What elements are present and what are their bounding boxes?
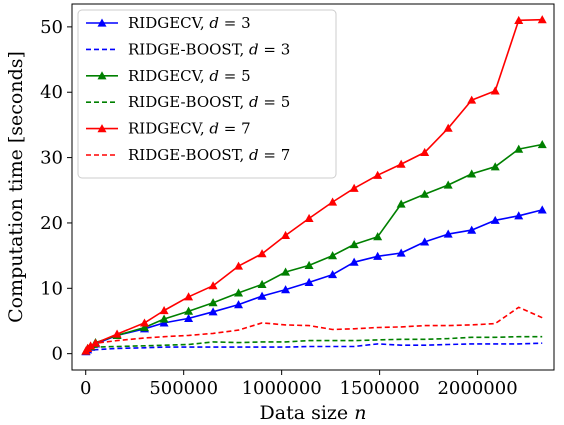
- data-point: [537, 140, 547, 149]
- legend-label: RIDGE-BOOST, d = 5: [128, 93, 290, 111]
- data-point: [304, 277, 314, 287]
- data-point: [112, 329, 122, 338]
- data-point: [208, 307, 218, 316]
- data-point: [490, 162, 500, 171]
- data-point: [208, 298, 218, 307]
- ticks-layer: 0 500000 1000000 1500000 2000000 0 10 20 30 40 50: [40, 17, 518, 399]
- data-point: [234, 288, 244, 297]
- x-tick-label: 1500000: [340, 378, 420, 399]
- legend-entry-5: RIDGE-BOOST, d = 7: [86, 146, 290, 164]
- data-point: [396, 159, 406, 168]
- data-point: [420, 189, 430, 198]
- y-tick-label: 10: [40, 278, 63, 299]
- series-1: [85, 342, 543, 354]
- legend-entry-2: RIDGECV, d = 5: [86, 67, 251, 85]
- legend-marker: [97, 124, 107, 133]
- data-point: [328, 270, 338, 279]
- series-line-3: [85, 335, 543, 353]
- data-point: [537, 15, 547, 24]
- legend-entry-0: RIDGECV, d = 3: [86, 14, 251, 32]
- data-point: [159, 314, 169, 323]
- legend-entry-1: RIDGE-BOOST, d = 3: [86, 40, 290, 58]
- legend: RIDGECV, d = 3 RIDGE-BOOST, d = 3 RIDGECV,…: [77, 9, 337, 179]
- data-point: [443, 123, 453, 132]
- data-point: [373, 170, 383, 179]
- data-point: [281, 285, 291, 294]
- data-point: [537, 205, 547, 214]
- x-tick-label: 2000000: [437, 378, 517, 399]
- y-tick-label: 40: [40, 82, 63, 103]
- data-point: [257, 279, 267, 288]
- x-tick-label: 1000000: [242, 378, 322, 399]
- data-point: [349, 240, 359, 249]
- data-point: [304, 260, 314, 270]
- series-5: [85, 306, 543, 352]
- series-3: [85, 335, 543, 353]
- data-point: [490, 86, 500, 95]
- data-point: [490, 215, 500, 224]
- legend-entry-3: RIDGE-BOOST, d = 5: [86, 93, 290, 111]
- data-point: [373, 232, 383, 241]
- data-point: [281, 267, 291, 276]
- legend-marker: [97, 18, 107, 27]
- plot-frame: [71, 3, 555, 371]
- data-point: [257, 291, 267, 300]
- legend-marker: [97, 71, 107, 80]
- series-layer: [81, 15, 547, 356]
- data-point: [467, 95, 477, 104]
- data-point: [139, 323, 149, 332]
- legend-label: RIDGECV, d = 7: [128, 120, 251, 138]
- data-point: [420, 147, 430, 156]
- data-point: [159, 306, 169, 315]
- data-point: [208, 281, 218, 290]
- data-point: [234, 300, 244, 309]
- data-point: [349, 257, 359, 266]
- data-point: [328, 197, 338, 206]
- y-axis-label: Computation time [seconds]: [5, 51, 27, 323]
- series-0: [81, 205, 547, 356]
- data-point: [514, 15, 524, 24]
- data-point: [349, 183, 359, 192]
- data-point: [257, 249, 267, 258]
- data-point: [234, 261, 244, 270]
- data-point: [420, 237, 430, 246]
- series-line-5: [85, 306, 543, 352]
- legend-label: RIDGE-BOOST, d = 7: [128, 146, 290, 164]
- series-line-1: [85, 342, 543, 354]
- data-point: [514, 144, 524, 153]
- data-point: [184, 313, 194, 322]
- data-point: [373, 251, 383, 260]
- data-point: [139, 318, 149, 327]
- legend-box: [77, 9, 337, 179]
- series-4: [81, 15, 547, 355]
- data-point: [443, 180, 453, 189]
- data-point: [184, 306, 194, 315]
- legend-label: RIDGECV, d = 5: [128, 67, 251, 85]
- data-point: [304, 213, 314, 222]
- data-point: [396, 199, 406, 208]
- data-point: [281, 230, 291, 239]
- data-point: [396, 248, 406, 257]
- x-tick-label: 500000: [149, 378, 218, 399]
- legend-label: RIDGECV, d = 3: [128, 14, 251, 32]
- data-point: [328, 251, 338, 260]
- y-tick-label: 20: [40, 213, 63, 234]
- data-point: [467, 225, 477, 234]
- legend-label: RIDGE-BOOST, d = 3: [128, 40, 290, 58]
- data-point: [443, 229, 453, 238]
- y-tick-label: 50: [40, 17, 63, 38]
- x-axis-label: Data size n: [260, 402, 367, 424]
- data-point: [514, 211, 524, 220]
- y-tick-label: 30: [40, 148, 63, 169]
- data-point: [184, 292, 194, 301]
- y-tick-label: 0: [52, 344, 63, 365]
- x-tick-label: 0: [80, 378, 91, 399]
- legend-entry-4: RIDGECV, d = 7: [86, 120, 251, 138]
- data-point: [467, 169, 477, 178]
